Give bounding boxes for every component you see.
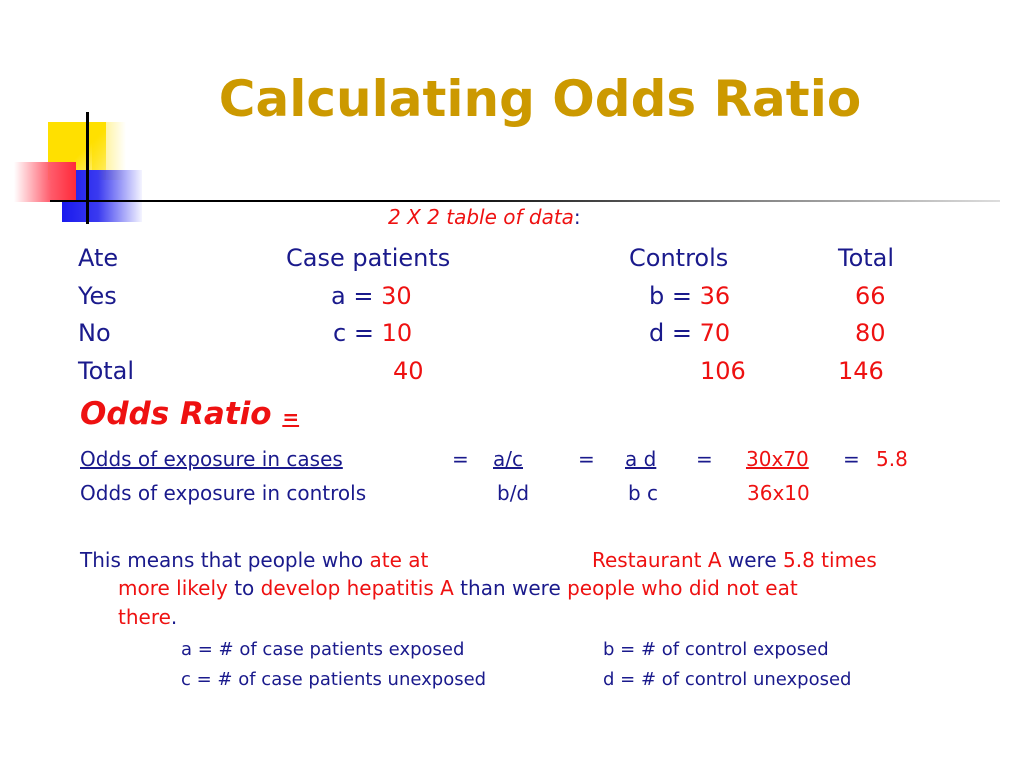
formula-den-3: 36x10 <box>747 481 810 505</box>
formula-result: 5.8 <box>876 447 908 471</box>
odds-ratio-heading: Odds Ratio = <box>80 396 300 432</box>
formula-eq-2: = <box>578 447 595 471</box>
table-caption-text: 2 X 2 table of data <box>388 205 574 229</box>
definition-a: a = # of case patients exposed <box>181 639 465 660</box>
row-total-total: 146 <box>838 357 884 385</box>
formula-num-1: a/c <box>493 447 523 471</box>
definition-c: c = # of case patients unexposed <box>181 669 487 690</box>
row-yes-control: b = 36 <box>649 282 731 310</box>
row-total-label: Total <box>78 357 135 385</box>
table-caption-colon: : <box>573 205 581 229</box>
row-yes-total: 66 <box>855 282 886 310</box>
definition-b: b = # of control exposed <box>603 639 829 660</box>
formula-den-2: b c <box>628 481 659 505</box>
vertical-rule <box>86 112 89 224</box>
interpretation-line-1: This means that people who ate at <box>80 548 429 572</box>
row-yes-label: Yes <box>78 282 117 310</box>
row-total-case: 40 <box>393 357 424 385</box>
row-no-control: d = 70 <box>649 319 731 347</box>
row-total-control: 106 <box>700 357 746 385</box>
definition-d: d = # of control unexposed <box>603 669 852 690</box>
decorative-squares <box>0 0 200 230</box>
formula-num-2: a d <box>625 447 657 471</box>
red-square <box>14 162 76 202</box>
row-no-case: c = 10 <box>333 319 413 347</box>
title-underline-rule <box>50 200 1000 202</box>
header-controls: Controls <box>629 244 729 272</box>
row-no-label: No <box>78 319 111 347</box>
formula-num-3: 30x70 <box>746 447 809 471</box>
interpretation-line-3: there. <box>118 605 178 629</box>
formula-result-eq: = <box>843 447 860 471</box>
header-ate: Ate <box>78 244 119 272</box>
interpretation-line-1b: Restaurant A were 5.8 times <box>592 548 877 572</box>
formula-numerator-label: Odds of exposure in cases <box>80 447 343 471</box>
formula-denominator-label: Odds of exposure in controls <box>80 481 367 505</box>
interpretation-line-2: more likely to develop hepatitis A than … <box>118 576 798 600</box>
header-total: Total <box>838 244 895 272</box>
formula-eq-1: = <box>452 447 469 471</box>
row-yes-case: a = 30 <box>331 282 412 310</box>
formula-eq-3: = <box>696 447 713 471</box>
formula-den-1: b/d <box>497 481 530 505</box>
header-case-patients: Case patients <box>286 244 451 272</box>
slide-title: Calculating Odds Ratio <box>218 70 862 128</box>
row-no-total: 80 <box>855 319 886 347</box>
table-caption: 2 X 2 table of data: <box>388 205 581 229</box>
